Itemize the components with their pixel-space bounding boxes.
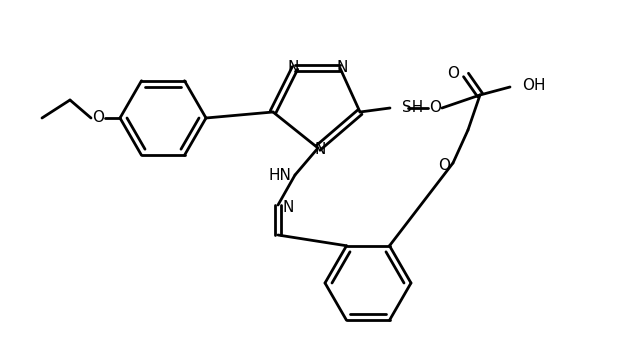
Text: SH: SH xyxy=(402,100,423,116)
Text: O: O xyxy=(438,157,450,173)
Text: N: N xyxy=(314,142,326,157)
Text: HN: HN xyxy=(268,169,291,183)
Text: N: N xyxy=(287,60,299,74)
Text: O: O xyxy=(92,110,104,126)
Text: OH: OH xyxy=(522,78,545,93)
Text: O: O xyxy=(429,100,441,116)
Text: O: O xyxy=(447,65,459,81)
Text: N: N xyxy=(283,200,294,214)
Text: N: N xyxy=(336,60,348,74)
